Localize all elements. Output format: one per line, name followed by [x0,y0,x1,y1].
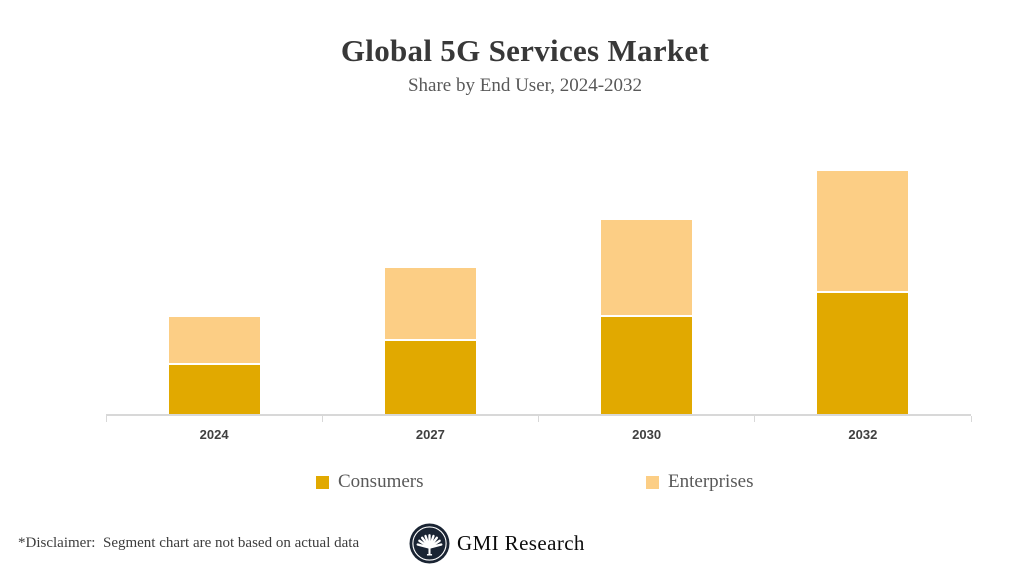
bar-segment-consumers-2032 [817,292,909,414]
consumers-swatch-icon [316,475,329,489]
enterprises-swatch-icon [646,475,659,489]
x-axis-label-2030: 2030 [632,427,662,442]
bar-stack-2032 [817,171,909,414]
brand-name: GMI Research [457,531,585,555]
disclaimer-text: *Disclaimer: Segment chart are not based… [18,535,360,551]
x-axis-labels: 2024 2027 2030 2032 [106,427,971,442]
chart-header: Global 5G Services Market Share by End U… [26,33,1024,97]
bar-segment-consumers-2024 [168,365,260,414]
bar-segment-consumers-2030 [601,316,693,414]
chart-subtitle: Share by End User, 2024-2032 [407,75,643,97]
gmi-research-logo-icon [409,523,450,564]
x-axis-tick [970,416,972,422]
chart-title: Global 5G Services Market [340,33,710,68]
bar-group-2024 [106,142,322,414]
plot-area [105,142,972,422]
legend-label-consumers: Consumers [338,471,424,492]
bar-group-2027 [322,142,538,414]
x-axis-label-2032: 2032 [848,427,878,442]
bar-segment-consumers-2027 [384,341,476,414]
x-axis-tick [105,416,107,422]
bar-segment-enterprises-2032 [817,171,909,293]
legend-item-enterprises: Enterprises [646,471,753,493]
bar-segment-enterprises-2030 [601,219,693,317]
legend-label-enterprises: Enterprises [668,471,754,492]
x-axis-tick [321,416,323,422]
bar-stack-2030 [601,219,693,414]
brand-footer: GMI Research [409,523,585,564]
legend-item-consumers: Consumers [316,471,424,493]
bar-group-2030 [539,142,755,414]
bar-segment-enterprises-2027 [384,268,476,342]
bar-group-2032 [755,142,971,414]
bar-stack-2024 [168,316,260,414]
x-axis-tick [754,416,756,422]
bar-segment-enterprises-2024 [168,316,260,366]
x-axis-label-2027: 2027 [415,427,445,442]
x-axis-label-2024: 2024 [199,427,229,442]
x-axis-tick [538,416,539,422]
bar-stack-2027 [384,268,476,414]
